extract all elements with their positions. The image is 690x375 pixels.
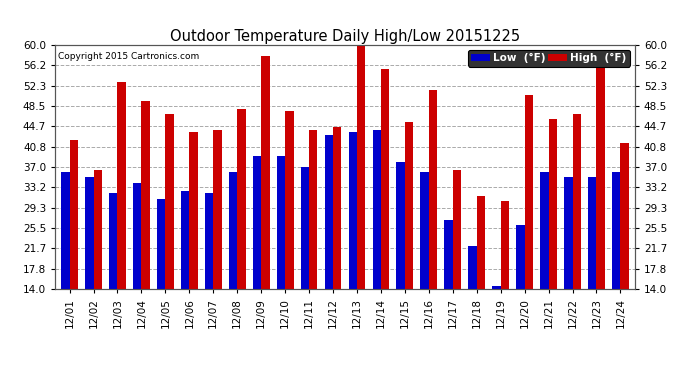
Bar bbox=[612, 172, 620, 289]
Bar bbox=[285, 111, 293, 289]
Bar bbox=[117, 82, 126, 289]
Bar bbox=[237, 109, 246, 289]
Bar bbox=[620, 143, 629, 289]
Bar bbox=[253, 156, 262, 289]
Bar bbox=[189, 132, 198, 289]
Bar bbox=[277, 156, 285, 289]
Bar bbox=[453, 170, 461, 289]
Bar bbox=[524, 95, 533, 289]
Bar bbox=[501, 201, 509, 289]
Bar bbox=[133, 183, 141, 289]
Text: Copyright 2015 Cartronics.com: Copyright 2015 Cartronics.com bbox=[58, 53, 199, 61]
Bar bbox=[61, 172, 70, 289]
Bar bbox=[309, 130, 317, 289]
Bar bbox=[229, 172, 237, 289]
Bar bbox=[94, 170, 102, 289]
Bar bbox=[262, 56, 270, 289]
Bar bbox=[428, 90, 437, 289]
Bar bbox=[588, 177, 596, 289]
Bar bbox=[301, 167, 309, 289]
Bar bbox=[324, 135, 333, 289]
Bar bbox=[420, 172, 428, 289]
Bar bbox=[469, 246, 477, 289]
Bar bbox=[213, 130, 221, 289]
Bar bbox=[141, 100, 150, 289]
Bar bbox=[477, 196, 485, 289]
Bar bbox=[405, 122, 413, 289]
Bar bbox=[492, 286, 501, 289]
Bar bbox=[205, 194, 213, 289]
Bar bbox=[397, 162, 405, 289]
Bar bbox=[516, 225, 524, 289]
Bar bbox=[70, 140, 78, 289]
Bar bbox=[181, 191, 189, 289]
Bar bbox=[540, 172, 549, 289]
Title: Outdoor Temperature Daily High/Low 20151225: Outdoor Temperature Daily High/Low 20151… bbox=[170, 29, 520, 44]
Bar bbox=[373, 130, 381, 289]
Bar bbox=[166, 114, 174, 289]
Bar bbox=[381, 69, 389, 289]
Bar bbox=[596, 58, 605, 289]
Bar bbox=[109, 194, 117, 289]
Bar bbox=[564, 177, 573, 289]
Bar bbox=[157, 199, 166, 289]
Bar bbox=[549, 119, 557, 289]
Bar bbox=[357, 45, 366, 289]
Legend: Low  (°F), High  (°F): Low (°F), High (°F) bbox=[468, 50, 629, 66]
Bar bbox=[444, 220, 453, 289]
Bar bbox=[85, 177, 94, 289]
Bar bbox=[573, 114, 581, 289]
Bar bbox=[333, 127, 342, 289]
Bar bbox=[348, 132, 357, 289]
